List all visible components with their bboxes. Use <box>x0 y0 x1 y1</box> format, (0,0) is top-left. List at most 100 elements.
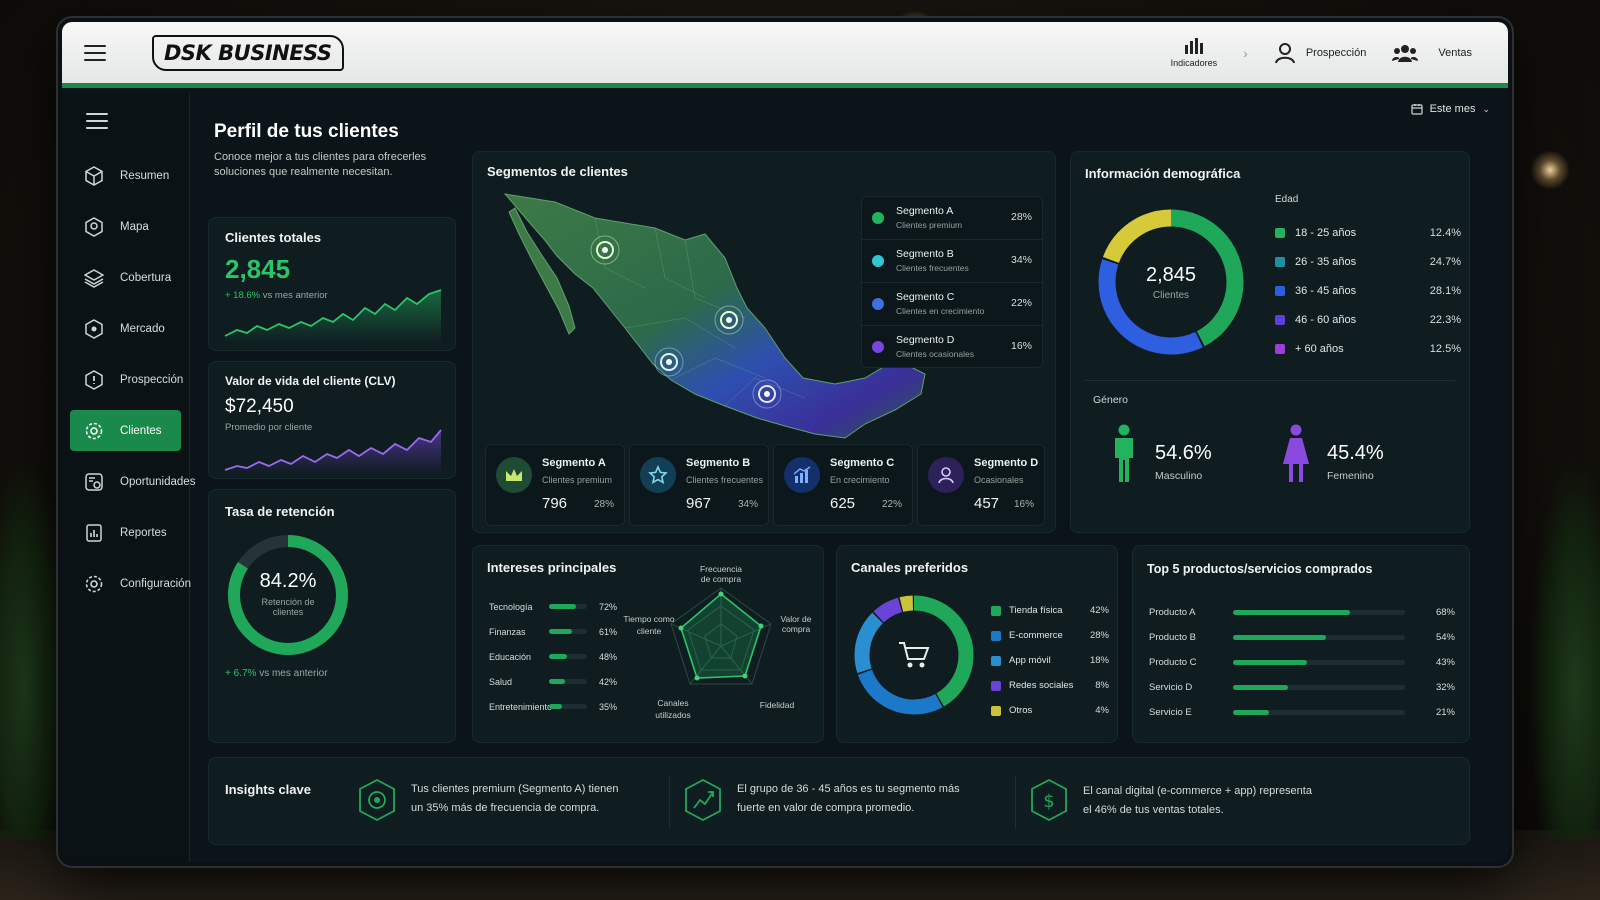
female-label: Femenino <box>1327 470 1374 482</box>
gear-icon <box>85 422 103 439</box>
map-marker-a[interactable] <box>590 235 620 265</box>
segment-legend-item[interactable]: Segmento C Clientes en crecimiento 22% <box>862 283 1042 326</box>
sidebar-item-cobertura[interactable]: Cobertura <box>70 257 181 298</box>
insight-3: El canal digital (e-commerce + app) repr… <box>1083 782 1312 820</box>
sidebar-item-prospeccion[interactable]: Prospección <box>70 359 183 400</box>
interest-label: Salud <box>489 676 513 687</box>
sidebar-menu-icon[interactable] <box>86 113 108 129</box>
interest-label: Educación <box>489 651 532 662</box>
channels-title: Canales preferidos <box>851 560 969 575</box>
age-swatch <box>1275 227 1285 238</box>
product-item: Producto B 54% <box>1149 625 1455 650</box>
person-icon <box>928 457 964 493</box>
product-item: Producto C 43% <box>1149 650 1455 675</box>
retention-label-2: clientes <box>272 607 304 617</box>
channel-pct: 8% <box>1095 680 1109 691</box>
top-nav-prospeccion[interactable]: Prospección <box>1274 42 1367 64</box>
interest-pct: 48% <box>598 651 617 662</box>
interest-label: Finanzas <box>489 626 526 637</box>
segment-legend-item[interactable]: Segmento D Clientes ocasionales 16% <box>862 326 1042 369</box>
age-pct: 12.4% <box>1429 226 1461 239</box>
bar-chart-icon <box>1184 38 1203 54</box>
sidebar-item-label: Clientes <box>120 424 162 437</box>
segment-legend-dot <box>872 298 884 310</box>
segment-card-b[interactable]: Segmento B Clientes frecuentes 967 34% <box>629 444 769 526</box>
segment-card-sub: Clientes frecuentes <box>686 475 764 485</box>
age-pct: 12.5% <box>1429 342 1461 355</box>
female-pct: 45.4% <box>1327 442 1384 464</box>
product-bar-fill <box>1233 685 1289 690</box>
insight-2: El grupo de 36 - 45 años es tu segmento … <box>737 780 960 818</box>
channel-slice <box>854 595 974 715</box>
star-icon <box>640 457 676 493</box>
prospect-icon <box>85 369 103 390</box>
period-selector[interactable]: Este mes ⌄ <box>1410 103 1490 115</box>
calendar-icon <box>1410 104 1423 115</box>
crown-icon <box>496 457 532 493</box>
sidebar-item-configuracion[interactable]: Configuración <box>70 563 191 604</box>
sidebar-item-oportunidades[interactable]: Oportunidades <box>70 461 195 502</box>
top-nav-indicadores[interactable]: Indicadores <box>1170 37 1218 68</box>
user-icon <box>1274 42 1295 63</box>
channel-item: Otros 4% <box>991 698 1109 723</box>
total-clients-sparkline <box>224 289 442 344</box>
segment-card-d[interactable]: Segmento D Ocasionales 457 16% <box>917 444 1045 526</box>
demographics-title: Información demográfica <box>1085 166 1241 181</box>
product-label: Producto C <box>1149 657 1197 668</box>
age-list: 18 - 25 años 12.4% 26 - 35 años 24.7% 36 - 4… <box>1275 218 1461 363</box>
channel-label: Redes sociales <box>1009 680 1074 691</box>
segment-legend-dot <box>872 255 884 267</box>
demographics-donut-value: 2,845 <box>1145 264 1197 286</box>
dollar-icon: $ <box>1031 778 1067 822</box>
product-bar <box>1233 710 1405 715</box>
sidebar-item-mercado[interactable]: Mercado <box>70 308 181 349</box>
report-icon <box>86 523 102 542</box>
sidebar-item-reportes[interactable]: Reportes <box>70 512 181 553</box>
age-item: 46 - 60 años 22.3% <box>1275 305 1461 334</box>
interest-pct: 61% <box>598 626 617 637</box>
product-list: Producto A 68% Producto B 54% Producto C 43% S… <box>1149 600 1455 725</box>
map-marker-b[interactable] <box>714 305 744 335</box>
top-products-title: Top 5 productos/servicios comprados <box>1147 562 1373 576</box>
sidebar-item-mapa[interactable]: Mapa <box>70 206 181 247</box>
interest-label: Entretenimiento <box>489 701 553 712</box>
menu-icon[interactable] <box>84 44 106 61</box>
demographics-card: Información demográfica 2,845 Clientes E… <box>1070 151 1470 533</box>
clv-title: Valor de vida del cliente (CLV) <box>225 374 396 388</box>
interest-pct: 42% <box>598 676 617 687</box>
segment-legend-name: Segmento B <box>896 248 954 260</box>
radar-label-right-2: compra <box>782 624 811 634</box>
target-icon <box>85 318 103 339</box>
top-nav-label: Prospección <box>1305 46 1367 59</box>
sidebar-item-clientes[interactable]: Clientes <box>70 410 181 451</box>
map-marker-d[interactable] <box>752 379 782 409</box>
sidebar-item-label: Configuración <box>120 577 191 590</box>
interest-pct: 72% <box>598 601 617 612</box>
segment-legend-item[interactable]: Segmento A Clientes premium 28% <box>862 197 1042 240</box>
clv-value: $72,450 <box>225 396 294 417</box>
age-swatch <box>1275 256 1285 267</box>
mexico-map <box>503 193 926 439</box>
interest-list: Tecnología 72% Finanzas 61% Educación 48% Salu… <box>489 594 617 719</box>
channel-slice <box>854 595 974 715</box>
interest-item: Finanzas 61% <box>489 619 617 644</box>
map-marker-c[interactable] <box>654 347 684 377</box>
segment-card-a[interactable]: Segmento A Clientes premium 796 28% <box>485 444 625 526</box>
channel-list: Tienda física 42% E-commerce 28% App móvil 18… <box>991 598 1109 723</box>
product-pct: 54% <box>1435 632 1455 643</box>
product-item: Servicio D 32% <box>1149 675 1455 700</box>
sidebar: Resumen Mapa Cobertura Mercado Prospecci… <box>62 93 195 862</box>
insights-card: Insights clave Tus clientes premium (Seg… <box>208 757 1470 845</box>
channels-donut <box>854 595 974 715</box>
segment-legend-item[interactable]: Segmento B Clientes frecuentes 34% <box>862 240 1042 283</box>
growth-icon <box>685 778 721 822</box>
top-nav-ventas[interactable]: Ventas <box>1392 43 1472 63</box>
top-nav-label: Indicadores <box>1170 58 1218 68</box>
total-clients-delta-text: vs mes anterior <box>262 290 328 301</box>
age-swatch <box>1275 343 1285 354</box>
retention-delta: + 6.7% <box>225 668 257 679</box>
sidebar-item-resumen[interactable]: Resumen <box>70 155 181 196</box>
segment-card-count: 457 <box>974 495 1000 512</box>
age-swatch <box>1275 314 1285 325</box>
segment-card-c[interactable]: Segmento C En crecimiento 625 22% <box>773 444 913 526</box>
